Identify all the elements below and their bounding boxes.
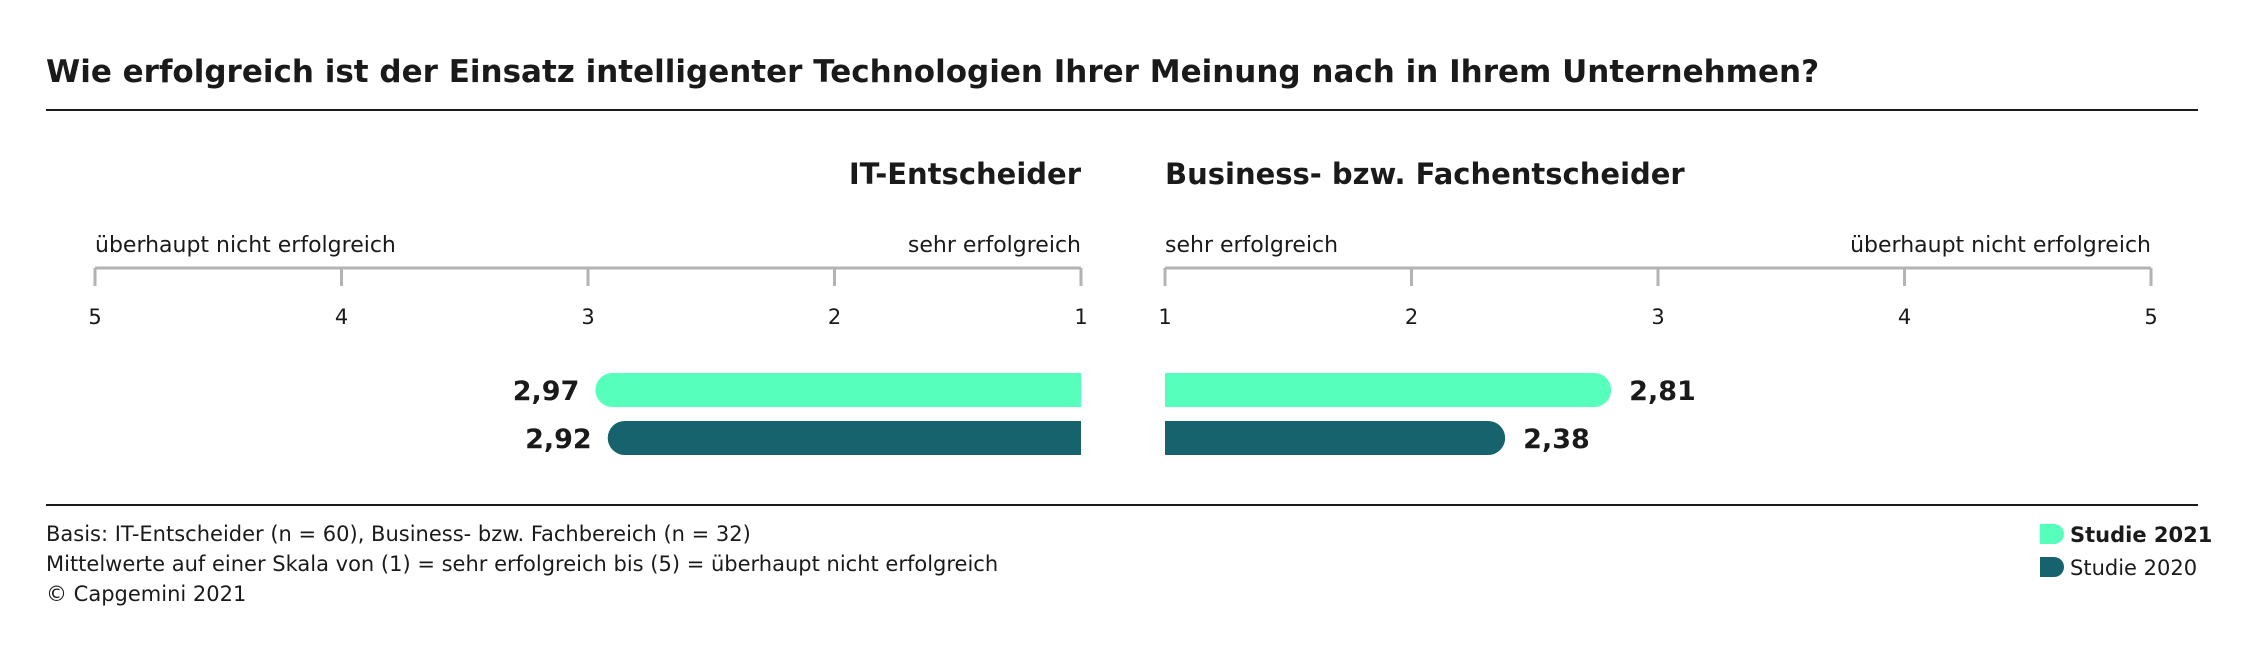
tick-label: 3: [1651, 305, 1664, 329]
legend-label: Studie 2021: [2070, 523, 2212, 547]
panel-title: IT-Entscheider: [849, 157, 1082, 191]
tick-label: 1: [1074, 305, 1087, 329]
axis-end-label-right: überhaupt nicht erfolgreich: [1850, 233, 2151, 258]
tick-label: 5: [88, 305, 101, 329]
bar-studie-2021: [595, 373, 1081, 407]
footnote-basis: Basis: IT-Entscheider (n = 60), Business…: [46, 522, 751, 546]
panel-2: Business- bzw. Fachentscheider sehr erfol…: [1158, 157, 2158, 455]
bar-studie-2020: [1165, 421, 1506, 455]
tick-label: 2: [828, 305, 841, 329]
legend-label: Studie 2020: [2070, 556, 2197, 580]
tick-label: 5: [2144, 305, 2157, 329]
tick-label: 2: [1405, 305, 1418, 329]
axis-end-label-left: überhaupt nicht erfolgreich: [95, 233, 396, 258]
value-label: 2,97: [513, 376, 580, 407]
footnote-copyright: © Capgemini 2021: [46, 582, 246, 606]
panels: IT-Entscheider überhaupt nicht erfolgreic…: [88, 157, 2158, 455]
value-label: 2,92: [525, 424, 592, 455]
tick-label: 3: [581, 305, 594, 329]
bar-studie-2021: [1165, 373, 1612, 407]
legend: Studie 2021 Studie 2020: [2040, 523, 2212, 580]
footnote-scale: Mittelwerte auf einer Skala von (1) = se…: [46, 552, 998, 576]
tick-label: 1: [1158, 305, 1171, 329]
chart-title: Wie erfolgreich ist der Einsatz intellig…: [46, 54, 1819, 90]
legend-swatch: [2040, 557, 2064, 577]
legend-swatch: [2040, 524, 2064, 544]
tick-label: 4: [1898, 305, 1911, 329]
axis-end-label-right: sehr erfolgreich: [908, 233, 1081, 258]
value-label: 2,81: [1629, 376, 1696, 407]
value-label: 2,38: [1523, 424, 1590, 455]
bar-studie-2020: [607, 421, 1081, 455]
tick-label: 4: [335, 305, 348, 329]
panel-title: Business- bzw. Fachentscheider: [1165, 157, 1685, 191]
panel-1: IT-Entscheider überhaupt nicht erfolgreic…: [88, 157, 1088, 455]
axis-end-label-left: sehr erfolgreich: [1165, 233, 1338, 258]
